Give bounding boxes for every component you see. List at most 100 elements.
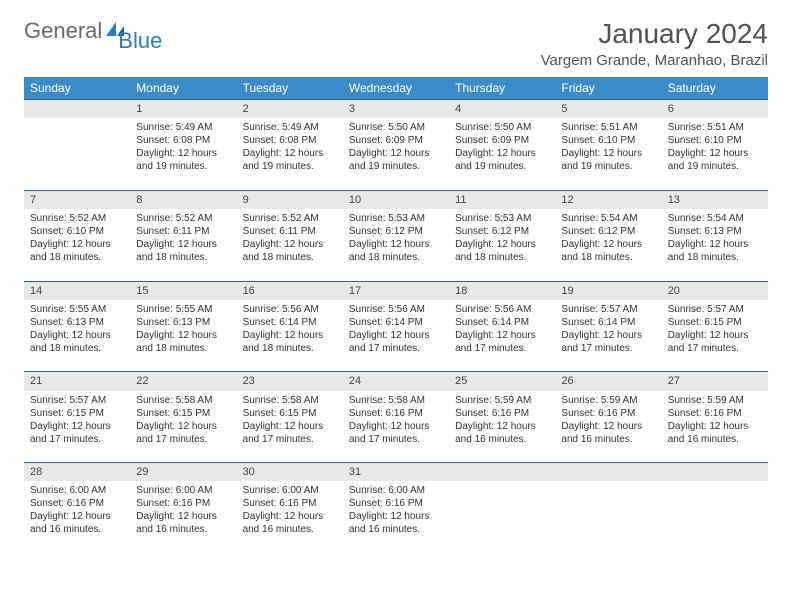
day-cell: Sunrise: 5:52 AMSunset: 6:11 PMDaylight:… [130, 209, 236, 281]
sunrise-text: Sunrise: 5:57 AM [668, 303, 762, 316]
day-header: Tuesday [237, 77, 343, 100]
day2-text: and 16 minutes. [561, 433, 655, 446]
day-number: 13 [668, 194, 680, 206]
sunrise-text: Sunrise: 5:56 AM [243, 303, 337, 316]
day2-text: and 17 minutes. [136, 433, 230, 446]
day-number-cell: 24 [343, 372, 449, 391]
sunset-text: Sunset: 6:11 PM [136, 225, 230, 238]
day-number-cell: 13 [662, 190, 768, 209]
sunrise-text: Sunrise: 5:56 AM [349, 303, 443, 316]
day-number: 18 [455, 285, 467, 297]
title-block: January 2024 Vargem Grande, Maranhao, Br… [541, 18, 768, 69]
day-number-cell: 29 [130, 463, 236, 482]
day-number: 1 [136, 103, 142, 115]
sunset-text: Sunset: 6:15 PM [243, 407, 337, 420]
day-number-cell: 27 [662, 372, 768, 391]
day-number-cell [24, 100, 130, 119]
day2-text: and 18 minutes. [30, 342, 124, 355]
day-header: Sunday [24, 77, 130, 100]
sunset-text: Sunset: 6:12 PM [455, 225, 549, 238]
day2-text: and 17 minutes. [349, 433, 443, 446]
day-cell: Sunrise: 5:49 AMSunset: 6:08 PMDaylight:… [130, 118, 236, 190]
location-subtitle: Vargem Grande, Maranhao, Brazil [541, 52, 768, 69]
day2-text: and 18 minutes. [136, 342, 230, 355]
day-number: 9 [243, 194, 249, 206]
day-number: 3 [349, 103, 355, 115]
sunset-text: Sunset: 6:10 PM [30, 225, 124, 238]
day-number: 20 [668, 285, 680, 297]
day-number: 10 [349, 194, 361, 206]
day-number: 16 [243, 285, 255, 297]
sunrise-text: Sunrise: 5:59 AM [561, 394, 655, 407]
day-cell: Sunrise: 5:57 AMSunset: 6:14 PMDaylight:… [555, 300, 661, 372]
sunrise-text: Sunrise: 5:52 AM [30, 212, 124, 225]
day-number: 4 [455, 103, 461, 115]
day-number-cell: 18 [449, 281, 555, 300]
sunrise-text: Sunrise: 6:00 AM [243, 484, 337, 497]
sunrise-text: Sunrise: 5:58 AM [136, 394, 230, 407]
day-cell: Sunrise: 5:52 AMSunset: 6:10 PMDaylight:… [24, 209, 130, 281]
sunrise-text: Sunrise: 5:51 AM [561, 121, 655, 134]
sunrise-text: Sunrise: 5:52 AM [136, 212, 230, 225]
sunrise-text: Sunrise: 5:54 AM [668, 212, 762, 225]
day-number: 11 [455, 194, 466, 206]
day-number: 31 [349, 466, 361, 478]
day1-text: Daylight: 12 hours [243, 329, 337, 342]
day-number-cell: 17 [343, 281, 449, 300]
sunset-text: Sunset: 6:09 PM [455, 134, 549, 147]
day2-text: and 16 minutes. [243, 523, 337, 536]
day1-text: Daylight: 12 hours [243, 420, 337, 433]
day-number: 14 [30, 285, 42, 297]
day1-text: Daylight: 12 hours [243, 238, 337, 251]
sunset-text: Sunset: 6:09 PM [349, 134, 443, 147]
sunset-text: Sunset: 6:14 PM [243, 316, 337, 329]
day-number: 15 [136, 285, 148, 297]
day-number: 6 [668, 103, 674, 115]
sunrise-text: Sunrise: 5:59 AM [455, 394, 549, 407]
day-cell: Sunrise: 5:55 AMSunset: 6:13 PMDaylight:… [24, 300, 130, 372]
daynum-row: 78910111213 [24, 190, 768, 209]
sunrise-text: Sunrise: 5:49 AM [243, 121, 337, 134]
sunrise-text: Sunrise: 5:57 AM [30, 394, 124, 407]
sunrise-text: Sunrise: 5:50 AM [455, 121, 549, 134]
day-cell: Sunrise: 5:59 AMSunset: 6:16 PMDaylight:… [662, 391, 768, 463]
day-number-cell: 26 [555, 372, 661, 391]
day-number-cell: 4 [449, 100, 555, 119]
day2-text: and 18 minutes. [349, 251, 443, 264]
sunrise-text: Sunrise: 6:00 AM [30, 484, 124, 497]
day2-text: and 17 minutes. [30, 433, 124, 446]
day1-text: Daylight: 12 hours [136, 420, 230, 433]
day-number-cell: 6 [662, 100, 768, 119]
day-cell: Sunrise: 5:50 AMSunset: 6:09 PMDaylight:… [343, 118, 449, 190]
content-row: Sunrise: 5:55 AMSunset: 6:13 PMDaylight:… [24, 300, 768, 372]
sunrise-text: Sunrise: 5:54 AM [561, 212, 655, 225]
day-cell: Sunrise: 5:56 AMSunset: 6:14 PMDaylight:… [237, 300, 343, 372]
sunset-text: Sunset: 6:14 PM [561, 316, 655, 329]
day-number-cell: 23 [237, 372, 343, 391]
day2-text: and 18 minutes. [243, 342, 337, 355]
day1-text: Daylight: 12 hours [136, 510, 230, 523]
day-cell: Sunrise: 5:55 AMSunset: 6:13 PMDaylight:… [130, 300, 236, 372]
day2-text: and 19 minutes. [561, 160, 655, 173]
day1-text: Daylight: 12 hours [668, 329, 762, 342]
sunset-text: Sunset: 6:08 PM [136, 134, 230, 147]
daynum-row: 123456 [24, 100, 768, 119]
day-header-row: Sunday Monday Tuesday Wednesday Thursday… [24, 77, 768, 100]
sunset-text: Sunset: 6:16 PM [349, 497, 443, 510]
sunrise-text: Sunrise: 5:57 AM [561, 303, 655, 316]
day1-text: Daylight: 12 hours [561, 329, 655, 342]
page-header: General Blue January 2024 Vargem Grande,… [24, 18, 768, 69]
day1-text: Daylight: 12 hours [561, 238, 655, 251]
content-row: Sunrise: 5:52 AMSunset: 6:10 PMDaylight:… [24, 209, 768, 281]
brand-word-1: General [24, 18, 102, 44]
day-header: Thursday [449, 77, 555, 100]
sunrise-text: Sunrise: 6:00 AM [349, 484, 443, 497]
day-number-cell [662, 463, 768, 482]
day-number: 30 [243, 466, 255, 478]
day-cell: Sunrise: 5:53 AMSunset: 6:12 PMDaylight:… [343, 209, 449, 281]
sunrise-text: Sunrise: 5:56 AM [455, 303, 549, 316]
day-number: 7 [30, 194, 36, 206]
day-number: 21 [30, 375, 42, 387]
sunset-text: Sunset: 6:16 PM [349, 407, 443, 420]
day-number: 2 [243, 103, 249, 115]
